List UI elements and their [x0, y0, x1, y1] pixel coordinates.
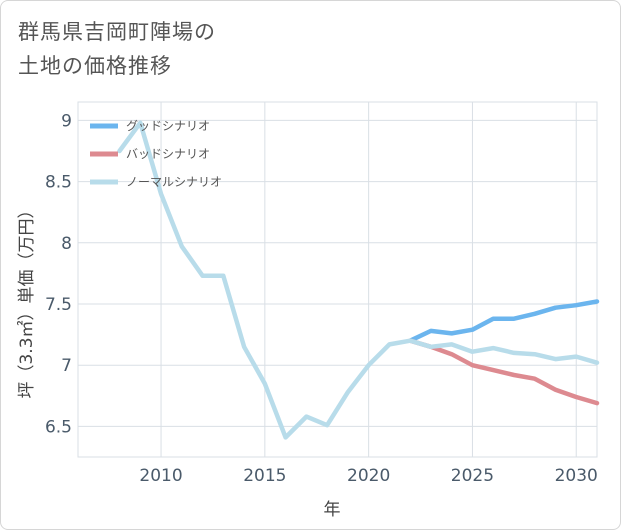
legend-label: ノーマルシナリオ	[126, 175, 222, 189]
chart-title-line-1: 群馬県吉岡町陣場の	[18, 20, 216, 44]
y-tick-label: 7.5	[45, 295, 72, 315]
y-tick-label: 8.5	[45, 173, 72, 193]
x-tick-label: 2030	[555, 466, 598, 486]
x-tick-label: 2025	[451, 466, 494, 486]
chart-title-line-2: 土地の価格推移	[18, 54, 172, 78]
y-tick-label: 6.5	[45, 417, 72, 437]
x-tick-label: 2020	[347, 466, 390, 486]
tick-labels: 2010 2015 2020 2025 2030 6.5 7 7.5 8 8.5 9	[45, 111, 598, 486]
y-tick-label: 8	[61, 234, 72, 254]
y-tick-label: 9	[61, 111, 72, 131]
plot-frame	[77, 101, 598, 458]
series-line-2	[117, 120, 600, 440]
series-line-0	[407, 299, 600, 343]
x-tick-label: 2015	[243, 466, 286, 486]
legend-label: グッドシナリオ	[126, 119, 210, 133]
series-line-1	[407, 338, 600, 406]
chart-title: 群馬県吉岡町陣場の 土地の価格推移	[18, 15, 216, 83]
y-axis-title: 坪（3.3㎡）単価（万円）	[17, 201, 37, 398]
y-tick-label: 7	[61, 356, 72, 376]
series-layer	[117, 120, 600, 440]
x-axis-title: 年	[324, 500, 341, 520]
x-tick-label: 2010	[139, 466, 182, 486]
legend-label: バッドシナリオ	[126, 147, 210, 161]
